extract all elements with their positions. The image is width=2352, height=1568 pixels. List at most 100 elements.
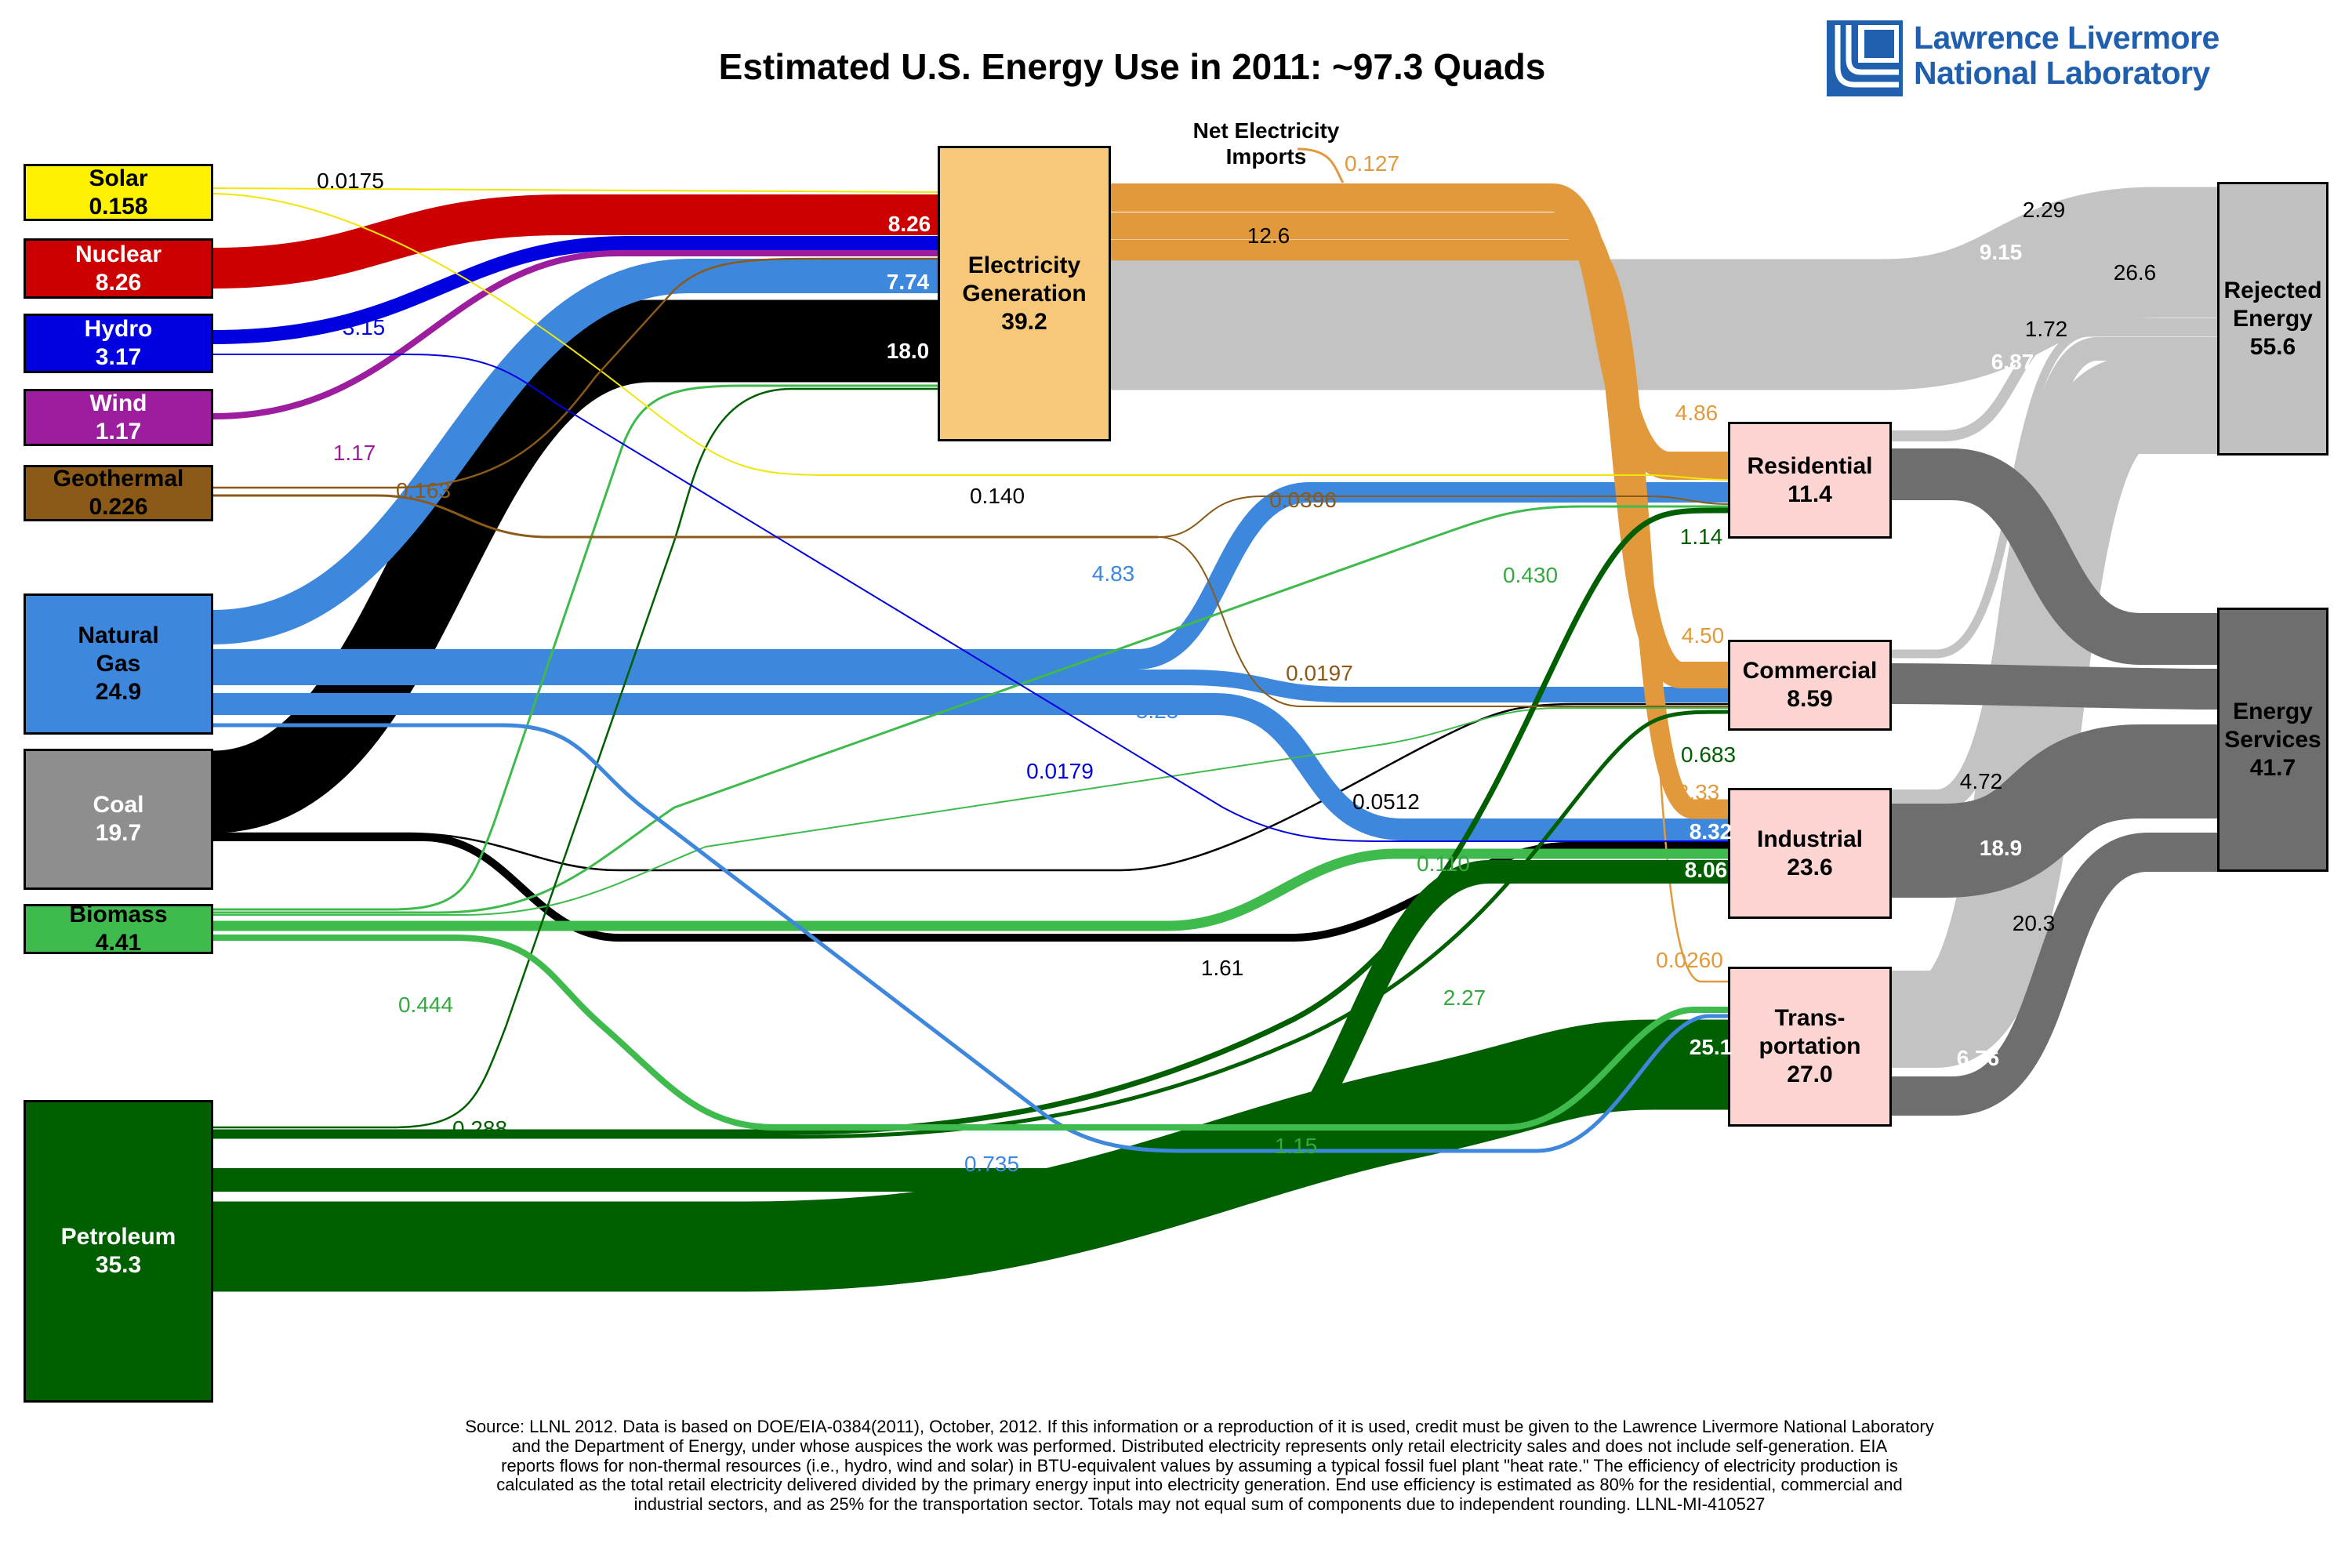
flow-geothermal-commercial <box>1157 536 1728 707</box>
label-ng-trans: 0.735 <box>964 1152 1020 1176</box>
node-coal: Coal 19.7 <box>24 749 213 890</box>
flow-geothermal-main <box>213 494 1158 539</box>
label-coal-ind: 1.61 <box>1200 956 1244 980</box>
flow-solar-eg <box>212 187 938 193</box>
flow-commercial-services <box>1891 663 2218 710</box>
flow-coal-eg <box>211 299 938 833</box>
node-electricity-generation: Electricity Generation 39.2 <box>938 146 1111 441</box>
label-net-imports: 0.127 <box>1344 151 1400 176</box>
label-elec-ind: 3.33 <box>1676 780 1720 804</box>
flow-residential-rejected <box>1892 318 2217 441</box>
node-natural-gas: Natural Gas 24.9 <box>24 593 213 735</box>
node-biomass: Biomass 4.41 <box>24 902 213 956</box>
source-note-line: and the Department of Energy, under whos… <box>511 1436 1888 1456</box>
node-commercial: Commercial 8.59 <box>1728 640 1892 731</box>
label-ind-rejected: 4.72 <box>1959 769 2003 793</box>
flow-naturalgas-commercial <box>213 670 1728 702</box>
label-hydro-ind: 0.0179 <box>1026 759 1094 783</box>
flow-net-imports <box>1297 147 1345 183</box>
node-hydro: Hydro 3.17 <box>24 314 213 373</box>
flow-electricity-transportation <box>1111 258 1728 983</box>
flow-solar-residential <box>212 193 1729 481</box>
source-note: Source: LLNL 2012. Data is based on DOE/… <box>141 1417 2258 1515</box>
node-residential: Residential 11.4 <box>1728 422 1892 539</box>
flow-biomass-residential <box>213 505 1728 914</box>
label-nuclear-eg: 8.26 <box>887 212 931 236</box>
flow-geothermal-residential <box>1157 495 1729 538</box>
flow-hydro-eg <box>212 236 938 344</box>
flow-petroleum-eg <box>213 387 938 1129</box>
label-elec-trans: 0.0260 <box>1656 948 1723 972</box>
label-bio-eg: 0.444 <box>397 993 454 1017</box>
page-title: Estimated U.S. Energy Use in 2011: ~97.3… <box>718 46 1546 87</box>
flow-hydro-industrial <box>213 354 1728 842</box>
label-res-rejected: 2.29 <box>2022 198 2066 222</box>
node-solar: Solar 0.158 <box>24 164 213 221</box>
node-industrial: Industrial 23.6 <box>1728 788 1892 919</box>
label-res-services: 9.15 <box>1979 240 2023 264</box>
label-coal-eg: 18.0 <box>886 339 930 363</box>
flow-biomass-industrial <box>213 848 1728 931</box>
flow-naturalgas-eg <box>212 259 938 644</box>
node-nuclear: Nuclear 8.26 <box>24 238 213 299</box>
label-geo-eg: 0.163 <box>395 478 452 503</box>
node-geothermal: Geothermal 0.226 <box>24 465 213 521</box>
label-com-rejected: 1.72 <box>2024 317 2068 341</box>
label-ng-ind: 8.32 <box>1689 819 1733 844</box>
label-elec-com: 4.50 <box>1681 623 1725 648</box>
label-trans-rejected: 20.3 <box>2012 911 2056 935</box>
flow-naturalgas-industrial <box>213 693 1728 840</box>
label-ng-com: 3.23 <box>1135 699 1179 723</box>
llnl-logo-line2: National Laboratory <box>1914 55 2210 91</box>
label-bio-ind: 2.27 <box>1443 985 1486 1010</box>
label-bio-com: 0.110 <box>1417 851 1470 876</box>
flow-coal-commercial <box>213 702 1728 872</box>
label-pet-ind: 8.06 <box>1684 858 1728 882</box>
flow-naturalgas-residential <box>213 482 1728 670</box>
label-solar-eg: 0.0175 <box>317 169 384 193</box>
flow-industrial-services <box>1892 724 2217 898</box>
flow-petroleum-commercial <box>213 710 1729 1139</box>
flow-naturalgas-transportation <box>213 723 1728 1153</box>
flow-petroleum-transportation <box>213 1019 1728 1292</box>
node-wind: Wind 1.17 <box>24 389 213 446</box>
source-note-line: reports flows for non-thermal resources … <box>501 1455 1898 1475</box>
source-note-line: industrial sectors, and as 25% for the t… <box>633 1494 1766 1515</box>
label-bio-res: 0.430 <box>1502 563 1559 587</box>
flow-residential-services <box>1892 448 2217 665</box>
label-solar-res: 0.140 <box>969 484 1025 508</box>
label-ng-res: 4.83 <box>1091 561 1135 586</box>
llnl-logo-line1: Lawrence Livermore <box>1914 20 2220 56</box>
label-ng-eg: 7.74 <box>886 270 930 294</box>
label-elec-delivered: 12.6 <box>1247 223 1290 248</box>
label-geo-com: 0.0197 <box>1286 661 1353 685</box>
net-electricity-imports-label: Net Electricity Imports <box>1192 118 1340 169</box>
label-wind-eg: 1.17 <box>332 441 376 465</box>
source-note-line: Source: LLNL 2012. Data is based on DOE/… <box>465 1417 1934 1436</box>
llnl-logo: Lawrence Livermore National Laboratory <box>1827 20 2220 96</box>
flow-transportation-services <box>1892 833 2217 1116</box>
label-ind-services: 18.9 <box>1979 836 2023 860</box>
flow-electricity-rejected <box>1111 187 2222 390</box>
label-pet-com: 0.683 <box>1680 742 1737 767</box>
llnl-logo-text: Lawrence Livermore National Laboratory <box>1914 20 2220 91</box>
label-geo-res: 0.0396 <box>1269 488 1337 512</box>
flow-biomass-commercial <box>213 707 1728 916</box>
label-pet-trans: 25.1 <box>1689 1035 1733 1059</box>
flow-transportation-rejected <box>1888 357 2217 1068</box>
label-com-services: 6.87 <box>1991 350 2034 374</box>
llnl-logo-icon <box>1827 20 1903 96</box>
label-hydro-eg: 3.15 <box>342 315 386 339</box>
node-rejected-energy: Rejected Energy 55.6 <box>2217 182 2328 456</box>
node-energy-services: Energy Services 41.7 <box>2217 608 2328 872</box>
label-pet-eg: 0.288 <box>452 1116 508 1141</box>
label-bio-trans: 1.15 <box>1274 1134 1318 1158</box>
source-note-line: calculated as the total retail electrici… <box>496 1475 1903 1495</box>
label-pet-res: 1.14 <box>1679 524 1723 549</box>
flow-geothermal-eg <box>213 257 938 489</box>
node-transportation: Trans- portation 27.0 <box>1728 967 1892 1127</box>
label-trans-services: 6.76 <box>1956 1046 2000 1070</box>
flow-biomass-transportation <box>213 935 1728 1131</box>
